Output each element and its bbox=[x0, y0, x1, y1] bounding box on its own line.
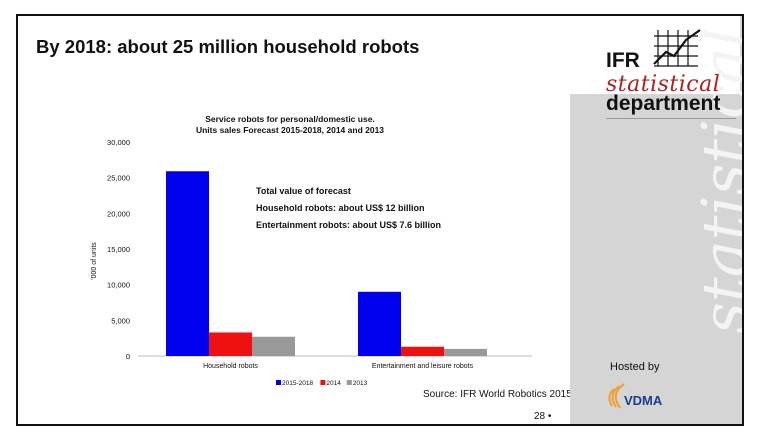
bar-2013-0 bbox=[252, 336, 295, 356]
legend-label: 2013 bbox=[353, 380, 368, 387]
vdma-logo-text: VDMA bbox=[624, 393, 663, 408]
legend-label: 2015-2018 bbox=[282, 380, 313, 387]
forecast-annotation: Total value of forecast Household robots… bbox=[256, 186, 441, 230]
logo-department: department bbox=[606, 92, 721, 115]
bar-2014-1 bbox=[401, 346, 444, 356]
y-tick-label: 5,000 bbox=[111, 316, 130, 325]
chart-title: Service robots for personal/domestic use… bbox=[205, 114, 375, 124]
y-tick-label: 30,000 bbox=[107, 138, 130, 147]
y-tick-label: 20,000 bbox=[107, 209, 130, 218]
chart-subtitle: Units sales Forecast 2015-2018, 2014 and… bbox=[196, 125, 384, 135]
grid-chart-icon bbox=[653, 29, 701, 67]
x-axis-labels: Household robots Entertainment and leisur… bbox=[203, 363, 474, 370]
y-tick-label: 0 bbox=[126, 352, 130, 361]
legend-swatch bbox=[276, 380, 281, 385]
hosted-by-label: Hosted by bbox=[610, 361, 660, 373]
legend-label: 2014 bbox=[326, 380, 341, 387]
y-tick-label: 25,000 bbox=[107, 174, 130, 183]
y-tick-label: 10,000 bbox=[107, 281, 130, 290]
bar-2014-0 bbox=[209, 332, 252, 356]
annotation-household: Household robots: about US$ 12 billion bbox=[256, 203, 425, 213]
bar-chart: Service robots for personal/domestic use… bbox=[91, 114, 532, 387]
source-note: Source: IFR World Robotics 2015 bbox=[423, 389, 572, 400]
logo-underline bbox=[606, 118, 736, 119]
logo-statistical: statistical bbox=[606, 72, 721, 97]
annotation-total: Total value of forecast bbox=[256, 186, 351, 196]
page-number: 28 • bbox=[534, 411, 552, 422]
legend-swatch bbox=[320, 380, 326, 385]
annotation-entertainment: Entertainment robots: about US$ 7.6 bill… bbox=[256, 220, 441, 230]
chart-legend: 2015-2018 2014 2013 bbox=[276, 380, 368, 387]
y-axis-label: '000 of units bbox=[91, 242, 98, 280]
x-tick-label: Household robots bbox=[203, 363, 258, 370]
bar-2015-2018-0 bbox=[166, 171, 209, 356]
logo-panel: statistical IFR statistical department H… bbox=[570, 16, 742, 424]
legend-swatch bbox=[346, 380, 352, 385]
x-tick-label: Entertainment and leisure robots bbox=[372, 363, 474, 370]
slide: By 2018: about 25 million household robo… bbox=[16, 14, 744, 426]
vdma-logo-icon bbox=[608, 383, 625, 409]
bar-2013-1 bbox=[444, 348, 487, 356]
y-axis-ticks: 0 5,000 10,000 15,000 20,000 25,000 30,000 bbox=[107, 138, 130, 361]
logo-box bbox=[570, 16, 740, 94]
bars bbox=[166, 171, 487, 356]
logo-ifr: IFR bbox=[606, 49, 640, 72]
bar-2015-2018-1 bbox=[358, 291, 401, 356]
y-tick-label: 15,000 bbox=[107, 245, 130, 254]
slide-title: By 2018: about 25 million household robo… bbox=[36, 36, 420, 57]
